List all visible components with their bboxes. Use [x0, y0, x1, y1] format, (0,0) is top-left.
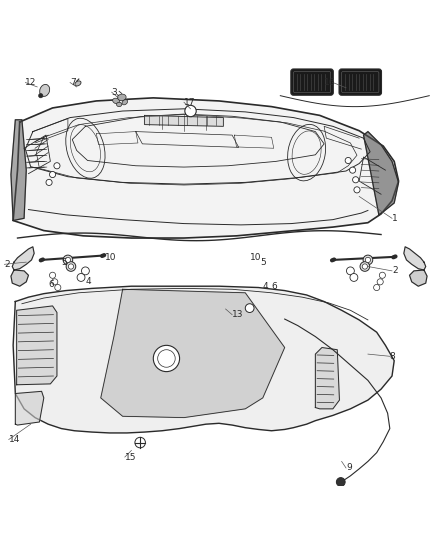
Circle shape	[55, 285, 61, 290]
Circle shape	[68, 264, 74, 269]
Text: 2: 2	[4, 260, 10, 269]
Circle shape	[353, 177, 359, 183]
Text: 17: 17	[184, 98, 195, 107]
Polygon shape	[13, 286, 394, 433]
Ellipse shape	[117, 94, 126, 101]
Polygon shape	[17, 306, 57, 385]
Text: 10: 10	[250, 253, 261, 262]
Polygon shape	[364, 132, 399, 215]
Circle shape	[81, 267, 89, 275]
Text: 4: 4	[85, 277, 91, 286]
Text: 16: 16	[324, 78, 336, 87]
Polygon shape	[315, 348, 339, 409]
Polygon shape	[145, 115, 223, 126]
Text: 8: 8	[390, 352, 396, 361]
Circle shape	[54, 163, 60, 169]
Circle shape	[350, 167, 356, 173]
Circle shape	[346, 267, 354, 275]
Circle shape	[63, 255, 73, 265]
Ellipse shape	[40, 84, 49, 96]
Ellipse shape	[75, 81, 81, 86]
Text: 10: 10	[105, 253, 117, 262]
Ellipse shape	[122, 100, 127, 105]
Circle shape	[374, 285, 380, 290]
Polygon shape	[404, 247, 426, 270]
Polygon shape	[11, 270, 28, 286]
Text: 9: 9	[346, 464, 352, 472]
Polygon shape	[15, 391, 44, 425]
Polygon shape	[410, 270, 427, 286]
Polygon shape	[13, 98, 399, 238]
Circle shape	[153, 345, 180, 372]
Text: 14: 14	[9, 435, 20, 444]
Circle shape	[377, 279, 383, 285]
Circle shape	[77, 273, 85, 281]
Circle shape	[65, 257, 71, 263]
Circle shape	[336, 478, 345, 487]
Circle shape	[39, 93, 43, 98]
Text: 6: 6	[272, 282, 277, 290]
Text: 5: 5	[61, 257, 67, 266]
Circle shape	[52, 279, 58, 285]
FancyBboxPatch shape	[291, 69, 333, 95]
Circle shape	[354, 187, 360, 193]
Ellipse shape	[113, 98, 120, 104]
Text: 2: 2	[392, 266, 398, 276]
Circle shape	[360, 262, 370, 271]
Text: 1: 1	[392, 214, 398, 223]
Circle shape	[379, 272, 385, 278]
Circle shape	[345, 157, 351, 164]
Circle shape	[365, 257, 371, 263]
Polygon shape	[11, 120, 26, 221]
Circle shape	[135, 437, 145, 448]
Text: 5: 5	[261, 257, 266, 266]
Circle shape	[49, 272, 56, 278]
Text: 6: 6	[48, 279, 54, 288]
Text: 13: 13	[232, 310, 244, 319]
Polygon shape	[12, 247, 34, 270]
Text: 15: 15	[125, 453, 136, 462]
Circle shape	[66, 262, 76, 271]
Text: 3: 3	[112, 87, 117, 96]
Text: 12: 12	[25, 78, 37, 87]
Circle shape	[362, 264, 367, 269]
Circle shape	[185, 106, 196, 117]
Text: 7: 7	[70, 78, 76, 87]
Text: 4: 4	[263, 282, 268, 290]
FancyBboxPatch shape	[339, 69, 381, 95]
Circle shape	[46, 179, 52, 185]
Circle shape	[49, 172, 56, 177]
Circle shape	[350, 273, 358, 281]
Ellipse shape	[117, 102, 122, 107]
Polygon shape	[101, 289, 285, 418]
Circle shape	[245, 304, 254, 312]
Circle shape	[363, 255, 373, 265]
